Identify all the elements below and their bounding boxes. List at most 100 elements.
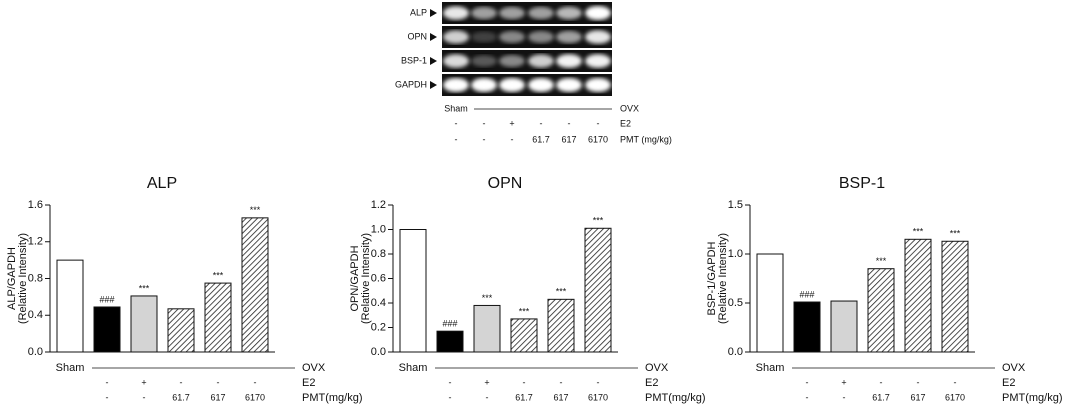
- treatment-cell: 617: [210, 392, 225, 402]
- significance: ###: [99, 294, 114, 304]
- blot-band: [528, 54, 554, 68]
- blot-cell: +: [509, 118, 514, 128]
- blot-band: [471, 6, 497, 20]
- blot-band: [499, 31, 525, 43]
- blot-band: [471, 31, 497, 43]
- treatment-cell: -: [217, 377, 220, 387]
- y-tick-label: 0.4: [28, 309, 43, 321]
- blot-cell: 61.7: [532, 134, 550, 144]
- significance: ###: [799, 289, 814, 299]
- bar: [130, 295, 158, 353]
- treatment-cell: -: [254, 377, 257, 387]
- blot-band: [585, 78, 611, 92]
- bar: [399, 229, 427, 353]
- blot-band: [556, 30, 582, 44]
- y-tick-label: 0.8: [28, 272, 43, 284]
- y-tick-label: 0.5: [728, 297, 743, 309]
- y-axis-label: ALP/GAPDH: [6, 247, 18, 310]
- treatment-label: E2: [302, 377, 315, 389]
- blot-cell: 6170: [588, 134, 608, 144]
- blot-arrow: [430, 9, 437, 17]
- treatment-cell: +: [484, 377, 489, 387]
- blot-row-label: OPN: [407, 31, 427, 41]
- treatment-cell: -: [597, 377, 600, 387]
- blot-row-title: PMT (mg/kg): [620, 134, 672, 144]
- y-tick-label: 0.0: [728, 346, 743, 358]
- bar: [510, 318, 538, 353]
- treatment-cell: -: [843, 392, 846, 402]
- blot-cell: -: [455, 134, 458, 144]
- y-tick-label: 0.4: [371, 297, 386, 309]
- blot-band: [443, 6, 469, 20]
- blot-cell: -: [511, 134, 514, 144]
- treatment-cell: -: [806, 392, 809, 402]
- treatment-label: PMT(mg/kg): [645, 392, 706, 404]
- sham-label: Sham: [399, 362, 428, 374]
- sham-label: Sham: [56, 362, 85, 374]
- y-tick-label: 1.2: [28, 236, 43, 248]
- treatment-cell: 617: [910, 392, 925, 402]
- blot-sham: Sham: [444, 103, 468, 113]
- blot-band: [556, 78, 582, 92]
- bar: [793, 301, 821, 353]
- treatment-cell: 61.7: [172, 392, 190, 402]
- treatment-cell: 6170: [945, 392, 965, 402]
- significance: ***: [482, 293, 493, 303]
- blot-band: [499, 55, 525, 67]
- chart-title: ALP: [147, 175, 177, 192]
- treatment-label: PMT(mg/kg): [302, 392, 363, 404]
- blot-band: [556, 54, 582, 68]
- chart-title: OPN: [488, 175, 523, 192]
- blot-band: [499, 6, 525, 20]
- ovx-label: OVX: [1002, 362, 1026, 374]
- significance: ***: [139, 283, 150, 293]
- blot-band: [556, 6, 582, 20]
- blot-cell: -: [483, 118, 486, 128]
- treatment-cell: -: [954, 377, 957, 387]
- y-tick-label: 1.5: [728, 199, 743, 211]
- ovx-label: OVX: [302, 362, 326, 374]
- blot-row-label: GAPDH: [395, 79, 427, 89]
- treatment-label: E2: [1002, 377, 1015, 389]
- bar: [867, 268, 895, 353]
- blot-band: [528, 78, 554, 92]
- blot-band: [443, 78, 469, 92]
- y-tick-label: 1.6: [28, 199, 43, 211]
- significance: ***: [950, 229, 961, 239]
- blot-cell: -: [540, 118, 543, 128]
- blot-band: [585, 30, 611, 44]
- bar: [204, 282, 232, 353]
- bar: [941, 240, 969, 353]
- treatment-cell: -: [106, 377, 109, 387]
- ovx-label: OVX: [645, 362, 669, 374]
- bar: [93, 306, 121, 353]
- treatment-label: PMT(mg/kg): [1002, 392, 1063, 404]
- blot-row-label: BSP-1: [401, 55, 427, 65]
- blot-band: [443, 54, 469, 68]
- blot-band: [443, 30, 469, 44]
- treatment-cell: +: [841, 377, 846, 387]
- treatment-cell: 61.7: [872, 392, 890, 402]
- bar: [241, 217, 269, 353]
- significance: ***: [913, 227, 924, 237]
- blot-band: [528, 6, 554, 20]
- bar: [56, 259, 84, 353]
- treatment-cell: -: [449, 392, 452, 402]
- bar: [904, 238, 932, 353]
- treatment-cell: 617: [553, 392, 568, 402]
- blot-arrow: [430, 81, 437, 89]
- blot-cell: 617: [561, 134, 576, 144]
- y-tick-label: 1.0: [728, 248, 743, 260]
- treatment-cell: -: [106, 392, 109, 402]
- treatment-cell: -: [523, 377, 526, 387]
- blot-ovx: OVX: [620, 103, 639, 113]
- blot-cell: -: [483, 134, 486, 144]
- y-tick-label: 0.2: [371, 321, 386, 333]
- blot-band: [471, 55, 497, 67]
- treatment-cell: -: [880, 377, 883, 387]
- blot-cell: -: [597, 118, 600, 128]
- bar: [167, 308, 195, 353]
- blot-row-title: E2: [620, 118, 631, 128]
- treatment-cell: -: [449, 377, 452, 387]
